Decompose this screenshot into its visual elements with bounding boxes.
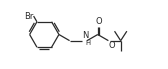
- Text: N: N: [82, 31, 89, 40]
- Text: O: O: [109, 41, 115, 50]
- Text: H: H: [85, 40, 90, 46]
- Text: Br: Br: [24, 12, 33, 21]
- Text: O: O: [96, 17, 102, 26]
